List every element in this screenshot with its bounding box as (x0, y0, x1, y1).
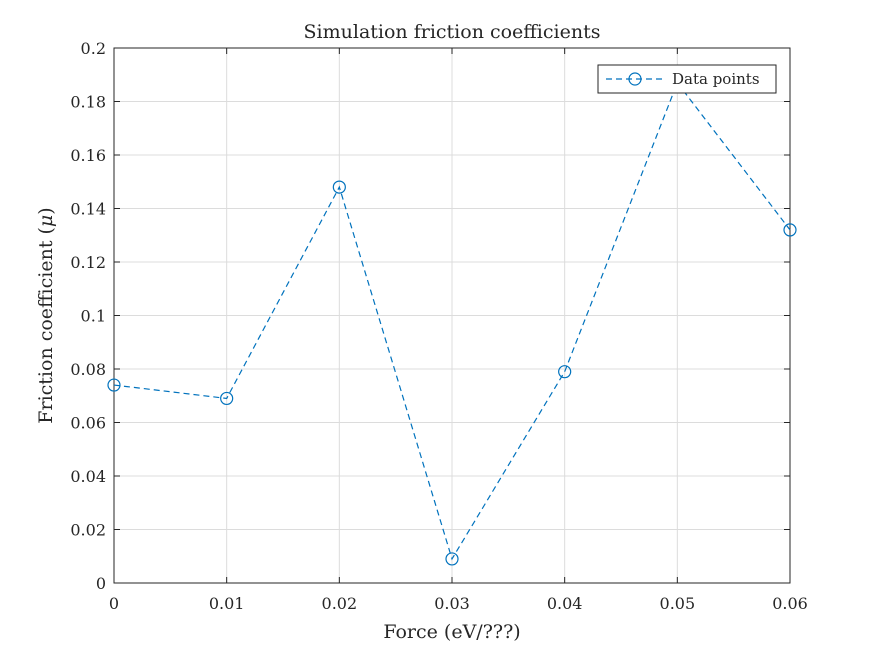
y-tick-label: 0.1 (81, 307, 106, 326)
x-tick-label: 0.01 (209, 594, 245, 613)
legend-label: Data points (672, 70, 760, 88)
y-tick-label: 0.06 (70, 414, 106, 433)
x-axis-title: Force (eV/???) (383, 621, 520, 643)
y-tick-label: 0 (96, 574, 106, 593)
chart-title: Simulation friction coefficients (304, 21, 601, 43)
ticks: 0 0.01 0.02 0.03 0.04 0.05 0.06 0 0.02 0.04 0.06 0.… (70, 39, 807, 613)
y-tick-label: 0.04 (70, 467, 106, 486)
x-tick-label: 0.05 (660, 594, 696, 613)
y-tick-label: 0.2 (81, 39, 106, 58)
y-tick-label: 0.18 (70, 93, 106, 112)
data-point (445, 552, 459, 566)
y-axis-title-close: ) (35, 207, 57, 214)
legend-marker-sample (628, 72, 642, 86)
y-tick-label: 0.14 (70, 200, 106, 219)
y-tick-label: 0.02 (70, 521, 106, 540)
x-tick-label: 0.06 (772, 594, 808, 613)
y-tick-label: 0.12 (70, 253, 106, 272)
legend: Data points (597, 64, 777, 94)
x-tick-label: 0.03 (434, 594, 470, 613)
y-axis-title: Friction coefficient (μ) (35, 207, 57, 423)
y-tick-label: 0.08 (70, 360, 106, 379)
y-axis-title-symbol: μ (35, 215, 57, 227)
data-point (783, 223, 797, 237)
x-tick-label: 0.02 (322, 594, 358, 613)
data-point (220, 391, 234, 406)
x-tick-label: 0 (109, 594, 119, 613)
data-point (332, 180, 346, 194)
y-tick-label: 0.16 (70, 146, 106, 165)
grid (113, 47, 791, 584)
y-axis-title-text: Friction coefficient ( (35, 227, 57, 424)
x-tick-label: 0.04 (547, 594, 583, 613)
data-point (558, 365, 572, 379)
data-point (107, 378, 121, 392)
